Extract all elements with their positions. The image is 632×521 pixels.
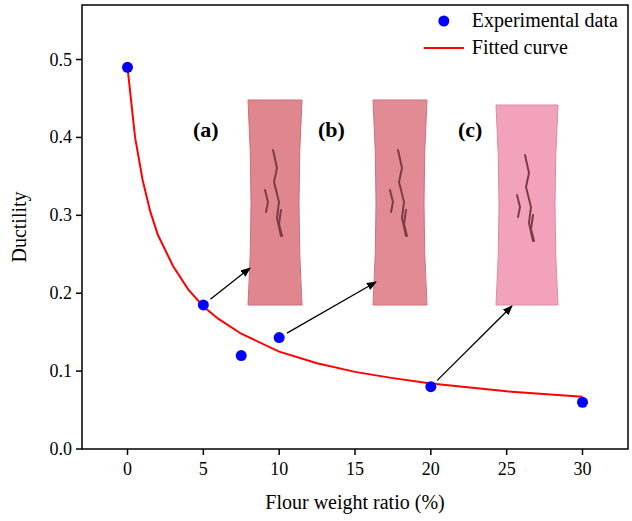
y-tick-label: 0.3: [50, 205, 73, 225]
specimen-photo: [496, 105, 558, 305]
y-tick-label: 0.2: [50, 283, 73, 303]
legend: Experimental data Fitted curve: [424, 9, 618, 58]
x-tick-label: 10: [270, 459, 288, 479]
y-tick: [76, 59, 82, 61]
arrow: [210, 268, 250, 299]
x-tick: [203, 449, 205, 455]
x-tick: [582, 449, 584, 455]
legend-marker: [438, 16, 449, 27]
x-tick-label: 0: [123, 459, 132, 479]
specimen-crack: [390, 190, 393, 212]
y-axis-title: Ductility: [8, 191, 31, 262]
marks: [122, 62, 588, 408]
y-tick-label: 0.5: [50, 50, 73, 70]
data-point: [577, 397, 588, 408]
chart: 0 5 10 15 20 25 30 0.0 0.1 0.2 0.3 0.4 0.5 Flour weig…: [0, 0, 632, 521]
data-point: [425, 381, 436, 392]
specimen-crack: [398, 150, 406, 236]
y-tick: [76, 137, 82, 139]
data-point: [122, 62, 133, 73]
x-tick: [506, 449, 508, 455]
x-tick-label: 25: [498, 459, 516, 479]
x-tick: [354, 449, 356, 455]
insets: [248, 100, 558, 305]
data-point: [274, 332, 285, 343]
x-tick: [127, 449, 129, 455]
inset-label: (b): [318, 117, 345, 142]
inset-label: (c): [458, 117, 482, 142]
y-tick: [76, 448, 82, 450]
y-tick: [76, 370, 82, 372]
specimen-photo: [373, 100, 427, 305]
y-tick-label: 0.0: [50, 439, 73, 459]
y-tick: [76, 292, 82, 294]
data-point: [236, 350, 247, 361]
specimen-crack: [525, 155, 533, 241]
fitted-curve: [128, 67, 583, 396]
specimen-crack: [531, 215, 534, 241]
x-axis-title: Flour weight ratio (%): [265, 491, 444, 514]
arrow: [437, 306, 512, 380]
legend-label: Experimental data: [472, 9, 618, 32]
specimen-photo: [248, 100, 302, 305]
x-tick-label: 15: [346, 459, 364, 479]
arrow: [287, 282, 376, 333]
specimen-crack: [517, 195, 520, 217]
x-tick: [278, 449, 280, 455]
specimen-crack: [265, 190, 268, 212]
specimen-crack: [279, 210, 282, 236]
y-tick-label: 0.4: [50, 127, 73, 147]
x-tick-label: 30: [574, 459, 592, 479]
legend-line: [424, 47, 464, 49]
y-tick-label: 0.1: [50, 361, 73, 381]
data-point: [198, 299, 209, 310]
y-tick: [76, 215, 82, 217]
specimen-crack: [404, 210, 407, 236]
x-tick: [430, 449, 432, 455]
specimen-crack: [273, 150, 281, 236]
legend-label: Fitted curve: [472, 36, 568, 58]
inset-label: (a): [193, 117, 219, 142]
plot-frame: [82, 5, 628, 449]
x-tick-label: 5: [199, 459, 208, 479]
x-tick-label: 20: [422, 459, 440, 479]
